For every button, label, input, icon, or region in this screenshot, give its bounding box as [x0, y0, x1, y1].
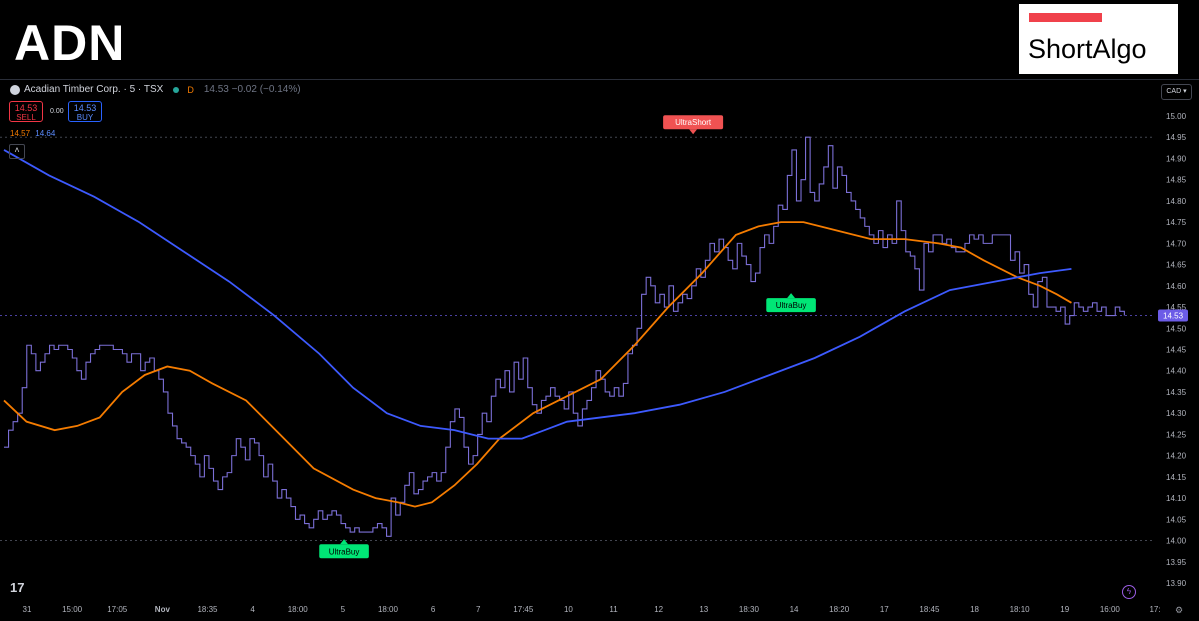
symbol-header[interactable]: Acadian Timber Corp. · 5 · TSX D 14.53 −…	[10, 84, 301, 95]
tradingview-logo-icon[interactable]: 17	[10, 580, 25, 595]
y-tick-label: 14.75	[1166, 218, 1187, 227]
x-tick-label: 18:00	[378, 605, 399, 614]
ma-fast-value: 14.57	[10, 129, 31, 138]
x-tick-label: 10	[564, 605, 573, 614]
market-status-icon	[173, 86, 180, 93]
sell-price: 14.53	[14, 103, 38, 113]
last-price-tag	[1158, 309, 1188, 322]
x-tick-label: 17:	[1149, 605, 1160, 614]
y-tick-label: 14.70	[1166, 239, 1187, 248]
symbol-name[interactable]: Acadian Timber Corp. · 5 · TSX	[24, 84, 164, 95]
x-tick-label: 16:00	[1100, 605, 1121, 614]
price-grid	[0, 136, 1155, 542]
ma-slow-line	[3, 149, 1072, 440]
x-tick-label: 18:35	[197, 605, 218, 614]
y-tick-label: 14.55	[1166, 303, 1187, 312]
y-tick-label: 14.35	[1166, 388, 1187, 397]
x-tick-label: 4	[250, 605, 255, 614]
currency-selector[interactable]: CAD ▾	[1161, 84, 1192, 100]
currency-label: CAD	[1166, 88, 1182, 95]
chart-series	[3, 136, 1125, 537]
x-tick-label: 17:45	[513, 605, 534, 614]
lightning-icon[interactable]: ϟ	[1122, 585, 1136, 599]
ma-fast-line	[3, 221, 1072, 508]
symbol-logo-icon	[10, 84, 20, 95]
ultrabuy-signal: UltraBuy	[766, 293, 816, 313]
spread-value: 0.00	[50, 108, 64, 115]
y-tick-label: 15.00	[1166, 112, 1187, 121]
price-line	[4, 136, 1125, 537]
chevron-up-icon[interactable]: ˄	[9, 144, 25, 159]
gear-icon[interactable]: ⚙	[1175, 605, 1184, 615]
x-tick-label: 18:10	[1010, 605, 1031, 614]
x-tick-label: 11	[609, 605, 618, 614]
y-tick-label: 14.90	[1166, 154, 1187, 163]
data-flag: D	[187, 84, 194, 95]
logo-bar	[1029, 13, 1102, 22]
ma-slow-value: 14.64	[35, 129, 56, 138]
x-tick-label: 31	[23, 605, 32, 614]
x-tick-label: 15:00	[62, 605, 83, 614]
sell-button[interactable]: 14.53 SELL	[9, 101, 43, 122]
y-tick-label: 13.90	[1166, 579, 1187, 588]
indicator-values: 14.57 14.64	[10, 129, 55, 138]
ticker-symbol: ADN	[14, 15, 126, 71]
signal-label: UltraShort	[675, 118, 712, 127]
chart-panel[interactable]	[0, 79, 1199, 621]
y-tick-label: 14.30	[1166, 409, 1187, 418]
x-tick-label: 14	[790, 605, 799, 614]
brand-logo: ShortAlgo	[1019, 4, 1178, 74]
signal-label: UltraBuy	[329, 547, 360, 556]
y-tick-label: 14.40	[1166, 367, 1187, 376]
ultrashort-signal: UltraShort	[663, 115, 724, 135]
x-tick-label: 5	[341, 605, 346, 614]
x-tick-label: 18:45	[919, 605, 940, 614]
x-tick-label: 19	[1060, 605, 1069, 614]
y-tick-label: 14.15	[1166, 473, 1187, 482]
y-tick-label: 14.25	[1166, 430, 1187, 439]
y-tick-label: 14.80	[1166, 197, 1187, 206]
y-tick-label: 14.65	[1166, 261, 1187, 270]
signal-box	[319, 544, 369, 559]
x-tick-label: 7	[476, 605, 481, 614]
x-tick-label: 13	[699, 605, 708, 614]
signal-label: UltraBuy	[776, 301, 807, 310]
x-tick-label: 17:05	[107, 605, 128, 614]
y-tick-label: 14.45	[1166, 346, 1187, 355]
signal-pointer	[787, 293, 796, 299]
y-tick-label: 14.60	[1166, 282, 1187, 291]
signal-box	[663, 115, 724, 130]
sell-label: SELL	[16, 113, 36, 122]
logo-text: ShortAlgo	[1028, 34, 1147, 64]
y-tick-label: 14.50	[1166, 324, 1187, 333]
x-tick-label: Nov	[155, 605, 171, 614]
x-tick-label: 18:20	[829, 605, 850, 614]
signal-pointer	[340, 539, 349, 545]
price-axis: 15.00 14.95 14.90 14.85 14.80 14.75 14.70 14.65…	[1158, 112, 1188, 588]
y-tick-label: 14.85	[1166, 176, 1187, 185]
time-axis: 31 15:00 17:05 Nov 18:35 4 18:00 5 18:00 6 7 17:45 1…	[23, 605, 1161, 614]
y-tick-label: 13.95	[1166, 558, 1187, 567]
x-tick-label: 6	[431, 605, 436, 614]
x-tick-label: 18:00	[288, 605, 309, 614]
buy-price: 14.53	[73, 103, 97, 113]
x-tick-label: 17	[880, 605, 889, 614]
ultrabuy-signal: UltraBuy	[319, 539, 369, 559]
y-tick-label: 14.95	[1166, 133, 1187, 142]
y-tick-label: 14.10	[1166, 494, 1187, 503]
y-tick-label: 14.20	[1166, 452, 1187, 461]
buy-button[interactable]: 14.53 BUY	[68, 101, 102, 122]
last-price-label: 14.53	[1163, 312, 1184, 321]
quote-value: 14.53 −0.02 (−0.14%)	[203, 84, 301, 95]
signal-box	[766, 298, 816, 313]
y-tick-label: 14.05	[1166, 515, 1187, 524]
y-tick-label: 14.00	[1166, 537, 1187, 546]
signal-annotations: UltraBuy UltraShort UltraBuy	[319, 115, 816, 559]
x-tick-label: 18	[970, 605, 979, 614]
signal-pointer	[689, 129, 698, 135]
buy-label: BUY	[76, 113, 94, 122]
x-tick-label: 18:30	[739, 605, 760, 614]
x-tick-label: 12	[654, 605, 663, 614]
